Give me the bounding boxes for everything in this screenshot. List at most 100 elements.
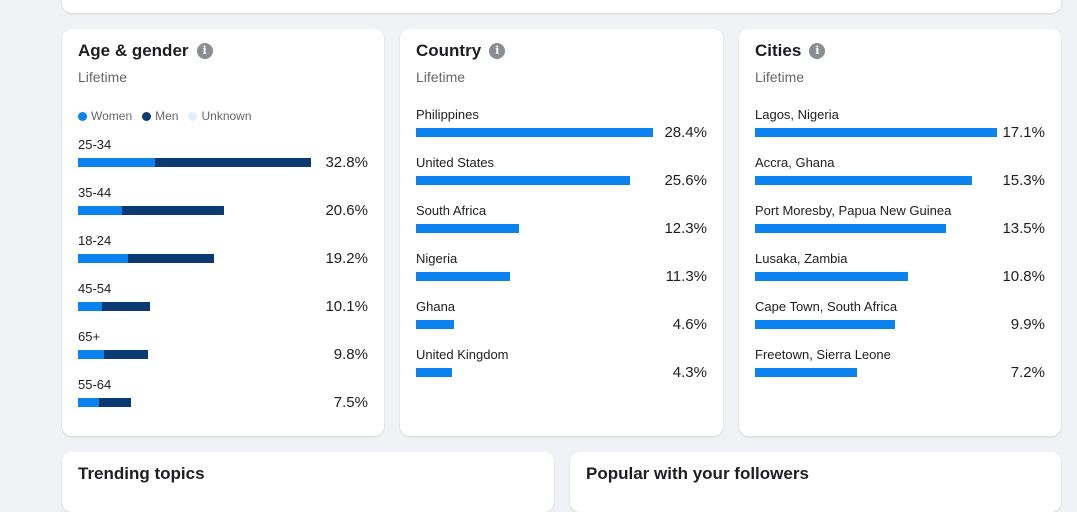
row-label: Accra, Ghana (755, 155, 835, 170)
row-label: Port Moresby, Papua New Guinea (755, 203, 952, 218)
trending-topics-card: Trending topics (62, 452, 554, 512)
bar-men (102, 302, 150, 311)
popular-followers-card: Popular with your followers (570, 452, 1061, 512)
bar-fill (416, 176, 630, 185)
age-gender-rows: 25-34 32.8% 35-44 20.6% 18-24 19.2% 45-54 10.1%… (78, 137, 368, 425)
bar-men (104, 350, 148, 359)
popular-followers-title: Popular with your followers (586, 464, 809, 483)
row-label: United Kingdom (416, 347, 509, 362)
bar-women (78, 158, 156, 167)
list-item: Philippines 28.4% (416, 107, 707, 155)
row-value: 9.8% (333, 346, 368, 363)
bar (755, 176, 972, 185)
row-label: 65+ (78, 329, 101, 344)
list-item: Nigeria 11.3% (416, 251, 707, 299)
bar-fill (755, 320, 896, 329)
bar-fill (416, 128, 653, 137)
cities-card: Cities i Lifetime Lagos, Nigeria 17.1% Acc… (739, 29, 1061, 436)
bar-men (98, 398, 132, 407)
list-item: Freetown, Sierra Leone 7.2% (755, 347, 1045, 395)
bar (416, 368, 452, 377)
row-label: 25-34 (78, 137, 112, 152)
row-value: 11.3% (665, 268, 707, 285)
row-label: Philippines (416, 107, 479, 122)
row-value: 10.1% (325, 298, 368, 315)
bar (78, 302, 150, 311)
info-icon[interactable]: i (809, 43, 826, 59)
bar (755, 272, 908, 281)
bar-fill (755, 128, 997, 137)
info-icon[interactable]: i (489, 43, 506, 59)
bar-fill (755, 176, 972, 185)
bar (416, 128, 653, 137)
bar (78, 398, 132, 407)
bar-men (122, 206, 225, 215)
bar (416, 176, 630, 185)
row-label: Ghana (416, 299, 456, 314)
country-subtitle: Lifetime (416, 69, 466, 85)
row-value: 12.3% (664, 220, 707, 237)
list-item: Ghana 4.6% (416, 299, 707, 347)
list-item: South Africa 12.3% (416, 203, 707, 251)
bar-women (78, 254, 129, 263)
row-value: 7.5% (333, 394, 368, 411)
bar (78, 350, 148, 359)
list-item: 25-34 32.8% (78, 137, 368, 185)
country-title: Country (416, 41, 482, 60)
row-value: 19.2% (325, 250, 368, 267)
row-label: Freetown, Sierra Leone (755, 347, 891, 362)
row-value: 4.6% (672, 316, 707, 333)
top-card (62, 0, 1061, 13)
row-label: 18-24 (78, 233, 112, 248)
unknown-dot-icon (188, 111, 198, 121)
list-item: 65+ 9.8% (78, 329, 368, 377)
row-label: Cape Town, South Africa (755, 299, 898, 314)
row-value: 9.9% (1010, 316, 1045, 333)
bar-fill (416, 368, 452, 377)
row-value: 4.3% (672, 364, 707, 381)
list-item: 45-54 10.1% (78, 281, 368, 329)
bar-women (78, 398, 99, 407)
men-dot-icon (142, 111, 152, 121)
bar (755, 368, 857, 377)
bar-fill (416, 224, 519, 233)
list-item: United States 25.6% (416, 155, 707, 203)
bar (78, 158, 311, 167)
country-header: Country i (416, 41, 506, 61)
bar-men (155, 158, 311, 167)
bar-women (78, 350, 105, 359)
row-value: 32.8% (325, 154, 368, 171)
country-rows: Philippines 28.4% United States 25.6% South … (416, 107, 707, 395)
bar-women (78, 302, 103, 311)
list-item: United Kingdom 4.3% (416, 347, 707, 395)
list-item: 18-24 19.2% (78, 233, 368, 281)
cities-subtitle: Lifetime (755, 69, 805, 85)
list-item: 35-44 20.6% (78, 185, 368, 233)
age-gender-subtitle: Lifetime (78, 69, 128, 85)
list-item: Lagos, Nigeria 17.1% (755, 107, 1045, 155)
row-value: 10.8% (1002, 268, 1045, 285)
legend-women: Women (78, 109, 132, 123)
row-label: South Africa (416, 203, 487, 218)
age-gender-legend: Women Men Unknown (78, 109, 252, 123)
bar (78, 254, 215, 263)
row-label: United States (416, 155, 495, 170)
info-icon[interactable]: i (196, 43, 213, 59)
list-item: Cape Town, South Africa 9.9% (755, 299, 1045, 347)
women-dot-icon (78, 111, 87, 121)
age-gender-title: Age & gender (78, 41, 189, 60)
bar (755, 128, 997, 137)
row-value: 28.4% (664, 124, 707, 141)
bar-fill (755, 368, 857, 377)
row-value: 20.6% (325, 202, 368, 219)
bar-fill (416, 320, 455, 329)
age-gender-header: Age & gender i (78, 41, 213, 61)
list-item: Port Moresby, Papua New Guinea 13.5% (755, 203, 1045, 251)
bar (416, 224, 519, 233)
legend-unknown: Unknown (188, 109, 252, 123)
list-item: 55-64 7.5% (78, 377, 368, 425)
row-value: 15.3% (1002, 172, 1045, 189)
row-label: 45-54 (78, 281, 112, 296)
bar-fill (755, 272, 908, 281)
bar (755, 320, 896, 329)
